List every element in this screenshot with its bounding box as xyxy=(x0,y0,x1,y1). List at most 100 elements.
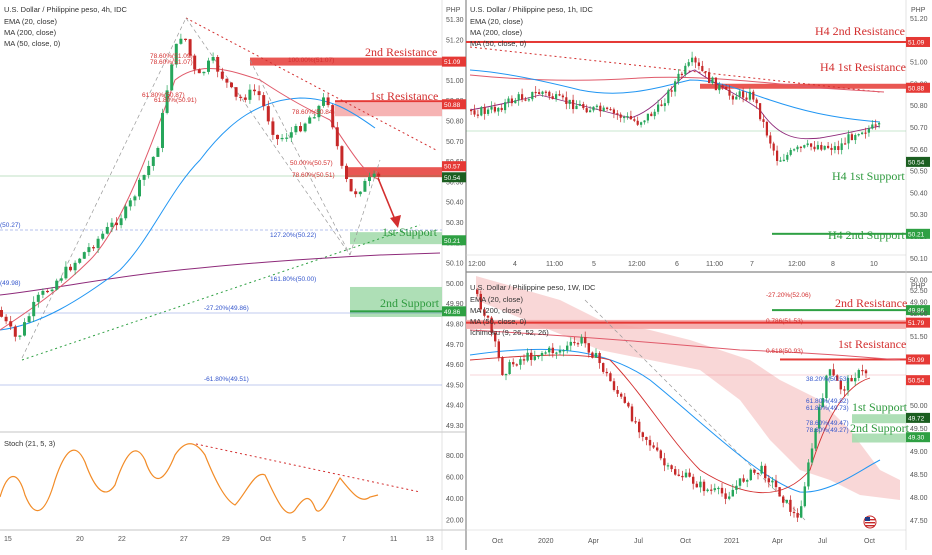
h1-candle xyxy=(769,135,772,144)
h1-candle xyxy=(663,103,666,106)
h4-candle xyxy=(262,95,266,107)
h1-currency: PHP xyxy=(911,7,926,14)
h1-candle xyxy=(752,91,755,100)
w1-candle xyxy=(566,345,569,351)
w1-zone-badge-3: 49.30 xyxy=(908,435,925,442)
w1-candle xyxy=(609,373,612,382)
h1-candle xyxy=(738,91,741,97)
h1-candle xyxy=(619,114,622,118)
h1-candle xyxy=(816,145,819,150)
h4-current-badge-1-box xyxy=(442,172,466,183)
h4-candle xyxy=(41,290,45,295)
h4-candle xyxy=(340,146,344,166)
h1-price-tick-7: 50.50 xyxy=(910,169,928,176)
h4-candle xyxy=(220,71,224,79)
h1-candle xyxy=(735,96,738,100)
h1-candle xyxy=(745,97,748,100)
h1-candle xyxy=(755,99,758,104)
h4-candle xyxy=(46,290,49,293)
w1-candle xyxy=(864,370,868,374)
w1-fib-label-2: 0.618(50.93) xyxy=(766,348,803,355)
h1-zone-badge-1: 50.88 xyxy=(908,85,925,92)
h4-price-tick-17: 49.60 xyxy=(446,362,464,369)
h4-time-tick-5: Oct xyxy=(260,536,271,543)
h1-candle xyxy=(555,94,558,99)
h4-candle xyxy=(303,123,307,132)
w1-indicator-0: EMA (20, close) xyxy=(470,295,523,304)
h4-price-tick-15: 49.80 xyxy=(446,322,464,329)
h1-indicator-2: MA (50, close, 0) xyxy=(470,39,527,48)
h4-zone-label-3: 2nd Support xyxy=(380,296,440,310)
w1-candle xyxy=(803,486,806,507)
h4-candle xyxy=(225,78,229,83)
h4-candle xyxy=(197,69,201,74)
w1-candle xyxy=(778,487,781,497)
h1-price-tick-2: 51.00 xyxy=(910,60,928,67)
h4-candle xyxy=(294,126,298,133)
w1-candle xyxy=(584,337,587,344)
w1-candle xyxy=(850,377,853,382)
w1-candle xyxy=(594,353,598,358)
w1-candle xyxy=(656,447,659,451)
h1-candle xyxy=(714,77,717,91)
w1-fib-label-4: 61.80%(49.82) xyxy=(806,398,849,405)
h4-candle xyxy=(377,173,381,177)
h4-candle xyxy=(358,191,362,195)
h4-candle xyxy=(128,200,132,207)
h1-candle xyxy=(782,159,785,161)
h1-candle xyxy=(864,132,867,134)
h1-candle xyxy=(657,104,660,112)
h4-price-tick-8: 50.50 xyxy=(446,179,464,186)
h1-trendline xyxy=(469,46,881,93)
h4-candle xyxy=(13,326,17,337)
w1-candle xyxy=(699,481,702,488)
w1-candle xyxy=(562,350,565,352)
h4-candle xyxy=(216,57,220,72)
w1-candle xyxy=(569,341,572,346)
w1-price-tick-7: 49.00 xyxy=(910,449,928,456)
h4-time-tick-4: 29 xyxy=(222,536,230,543)
h1-candle xyxy=(796,146,799,150)
h1-candle xyxy=(531,91,534,100)
w1-candle xyxy=(645,436,648,440)
h1-indicator-0: EMA (20, close) xyxy=(470,17,523,26)
h4-indicator-1: MA (200, close) xyxy=(4,28,57,37)
h1-candle xyxy=(585,108,588,113)
h1-time-tick-3: 5 xyxy=(592,261,596,268)
w1-candle xyxy=(810,448,814,463)
h4-candle xyxy=(368,176,371,181)
h4-current-badge-0-box xyxy=(442,161,466,172)
h1-candle xyxy=(500,107,503,111)
h1-ema-line xyxy=(469,69,881,140)
h1-candle xyxy=(602,107,605,112)
h4-candle xyxy=(18,335,22,337)
w1-fib-label-7: 78.60%(49.27) xyxy=(806,427,849,434)
h1-time-tick-8: 12:00 xyxy=(788,261,806,268)
h4-indicator-2: MA (50, close, 0) xyxy=(4,39,61,48)
w1-candle xyxy=(710,489,713,491)
w1-price-tick-0: 52.50 xyxy=(910,288,928,295)
w1-candle xyxy=(540,352,544,356)
w1-candle xyxy=(616,390,619,394)
h1-candle xyxy=(578,104,581,106)
h1-candle xyxy=(850,134,853,141)
w1-candle xyxy=(756,472,760,475)
h4-fib-label-4: 100.00%(51.07) xyxy=(288,57,334,64)
h1-candle xyxy=(544,91,547,93)
w1-candle xyxy=(846,377,850,391)
w1-indicator-3: Ichimoku (9, 26, 52, 26) xyxy=(470,328,549,337)
w1-candle xyxy=(576,343,580,345)
stoch-tick-2: 40.00 xyxy=(446,496,464,503)
w1-time-tick-8: Oct xyxy=(864,538,875,545)
w1-candle xyxy=(490,317,493,333)
w1-candle xyxy=(731,489,734,497)
h4-zone-badge-1-box xyxy=(442,99,466,110)
h4-zone-badge-2: 50.21 xyxy=(444,238,461,245)
h1-candle xyxy=(483,107,486,114)
w1-candle xyxy=(659,450,662,459)
h4-candle xyxy=(55,280,59,290)
h1-candle xyxy=(779,160,782,162)
w1-candle xyxy=(738,478,742,486)
h1-candle xyxy=(728,89,731,96)
h4-candle xyxy=(73,262,77,271)
